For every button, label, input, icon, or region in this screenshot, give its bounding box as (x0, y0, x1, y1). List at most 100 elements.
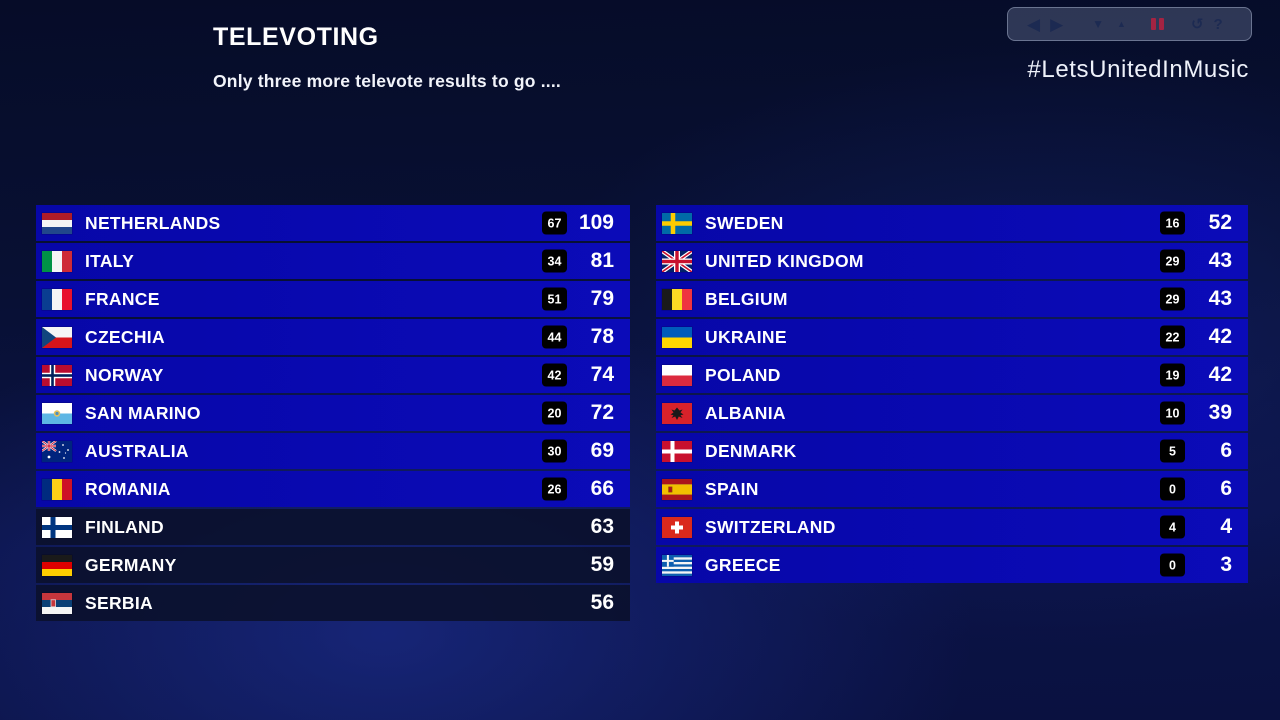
scoreboard-row: CZECHIA 44 78 (36, 319, 630, 355)
right-triangle-icon: ▶ (1050, 14, 1064, 34)
points-badge: 19 (1160, 363, 1185, 387)
country-name: SWEDEN (705, 212, 784, 233)
total-score: 3 (1220, 553, 1232, 576)
scoreboard-row: AUSTRALIA 30 69 (36, 433, 630, 469)
expand-button[interactable]: ▲ (1117, 18, 1126, 29)
scoreboard-row: SPAIN 0 6 (656, 471, 1248, 507)
country-name: UNITED KINGDOM (705, 250, 864, 271)
scoreboard-row: POLAND 19 42 (656, 357, 1248, 393)
step-forward-button[interactable]: ▶ (1050, 16, 1063, 33)
points-badge: 26 (542, 477, 567, 501)
scoreboard-row: ROMANIA 26 66 (36, 471, 630, 507)
country-name: DENMARK (705, 440, 797, 461)
be-flag-icon (662, 288, 692, 310)
points-badge: 44 (542, 325, 567, 349)
scoreboard-row: ALBANIA 10 39 (656, 395, 1248, 431)
scoreboard-row: SWITZERLAND 4 4 (656, 509, 1248, 545)
gb-flag-icon (662, 250, 692, 272)
country-name: ROMANIA (85, 478, 171, 499)
hashtag-label: #LetsUnitedInMusic (1027, 56, 1249, 83)
sm-flag-icon (42, 402, 72, 424)
fr-flag-icon (42, 288, 72, 310)
country-name: UKRAINE (705, 326, 787, 347)
chevron-up-icon: ▲ (1117, 18, 1126, 29)
scoreboard-row: NETHERLANDS 67 109 (36, 205, 630, 241)
chevron-down-icon: ▼ (1092, 17, 1105, 31)
total-score: 43 (1208, 287, 1232, 310)
total-score: 79 (590, 287, 614, 310)
points-badge: 16 (1160, 211, 1185, 235)
help-button[interactable]: ? (1214, 17, 1223, 32)
pl-flag-icon (662, 364, 692, 386)
points-badge: 20 (542, 401, 567, 425)
total-score: 42 (1208, 325, 1232, 348)
total-score: 72 (590, 401, 614, 424)
total-score: 81 (590, 249, 614, 272)
country-name: FINLAND (85, 516, 164, 537)
scoreboard-row: UNITED KINGDOM 29 43 (656, 243, 1248, 279)
points-badge: 29 (1160, 287, 1185, 311)
dk-flag-icon (662, 440, 692, 462)
total-score: 43 (1208, 249, 1232, 272)
points-badge: 5 (1160, 439, 1185, 463)
no-flag-icon (42, 364, 72, 386)
country-name: CZECHIA (85, 326, 165, 347)
country-name: SPAIN (705, 478, 759, 499)
nl-flag-icon (42, 212, 72, 234)
country-name: SAN MARINO (85, 402, 201, 423)
page-title: TELEVOTING (213, 23, 379, 51)
total-score: 6 (1220, 439, 1232, 462)
country-name: NORWAY (85, 364, 164, 385)
country-name: ITALY (85, 250, 135, 271)
scoreboard-row: BELGIUM 29 43 (656, 281, 1248, 317)
total-score: 66 (590, 477, 614, 500)
country-name: NETHERLANDS (85, 212, 221, 233)
fi-flag-icon (42, 516, 72, 538)
al-flag-icon (662, 402, 692, 424)
points-badge: 42 (542, 363, 567, 387)
country-name: FRANCE (85, 288, 160, 309)
country-name: AUSTRALIA (85, 440, 189, 461)
replay-button[interactable]: ↺ (1191, 17, 1204, 32)
cz-flag-icon (42, 326, 72, 348)
step-back-button[interactable]: ◀ (1027, 16, 1040, 33)
scoreboard-row: DENMARK 5 6 (656, 433, 1248, 469)
points-badge: 34 (542, 249, 567, 273)
country-name: POLAND (705, 364, 781, 385)
points-badge: 51 (542, 287, 567, 311)
scoreboard-left-column: NETHERLANDS 67 109 ITALY 34 81 FRANCE 51 79 CZECH… (36, 205, 630, 623)
total-score: 109 (578, 211, 614, 234)
scoreboard-row: SWEDEN 16 52 (656, 205, 1248, 241)
total-score: 42 (1208, 363, 1232, 386)
points-badge: 29 (1160, 249, 1185, 273)
points-badge: 0 (1160, 553, 1185, 577)
country-name: BELGIUM (705, 288, 788, 309)
country-name: GREECE (705, 554, 781, 575)
points-badge: 0 (1160, 477, 1185, 501)
total-score: 56 (590, 591, 614, 614)
scoreboard-row: FINLAND 63 (36, 509, 630, 545)
collapse-button[interactable]: ▼ (1092, 18, 1104, 30)
points-badge: 4 (1160, 515, 1185, 539)
se-flag-icon (662, 212, 692, 234)
scoreboard-row: SERBIA 56 (36, 585, 630, 621)
scoreboard-row: GREECE 0 3 (656, 547, 1248, 583)
ro-flag-icon (42, 478, 72, 500)
pause-button[interactable] (1150, 18, 1164, 30)
scoreboard-right-column: SWEDEN 16 52 UNITED KINGDOM 29 43 BELGIUM 29 43 U… (656, 205, 1248, 585)
left-triangle-icon: ◀ (1027, 14, 1041, 34)
points-badge: 10 (1160, 401, 1185, 425)
country-name: SERBIA (85, 592, 153, 613)
scoreboard-row: SAN MARINO 20 72 (36, 395, 630, 431)
ch-flag-icon (662, 516, 692, 538)
total-score: 4 (1220, 515, 1232, 538)
total-score: 52 (1208, 211, 1232, 234)
it-flag-icon (42, 250, 72, 272)
total-score: 74 (590, 363, 614, 386)
total-score: 78 (590, 325, 614, 348)
question-mark-icon: ? (1213, 15, 1223, 33)
status-message: Only three more televote results to go .… (213, 71, 561, 91)
de-flag-icon (42, 554, 72, 576)
scoreboard-row: NORWAY 42 74 (36, 357, 630, 393)
scoreboard-row: GERMANY 59 (36, 547, 630, 583)
